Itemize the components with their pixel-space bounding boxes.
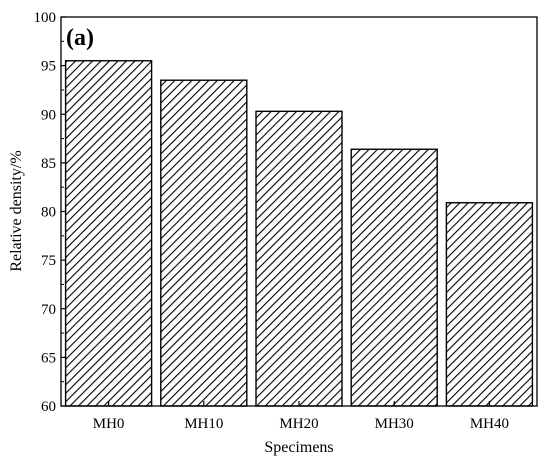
y-tick-label: 90: [41, 107, 56, 123]
panel-label: (a): [66, 25, 94, 51]
x-tick-label-mh30: MH30: [375, 416, 414, 432]
y-tick-label: 65: [41, 350, 56, 366]
bar-mh0: [64, 60, 153, 407]
bar-mh20: [255, 110, 343, 407]
bar-mh10: [160, 79, 248, 407]
y-tick-label: 85: [41, 156, 56, 172]
y-axis-title: Relative density/%: [8, 150, 25, 271]
y-axis: 60 65 70 75 80 85 90 95 100: [34, 10, 66, 415]
y-tick-label: 70: [41, 302, 56, 318]
x-tick-label-mh0: MH0: [93, 416, 125, 432]
x-tick-label-mh10: MH10: [184, 416, 223, 432]
y-tick-label: 95: [41, 59, 56, 75]
bar-mh30: [350, 148, 438, 407]
bars-layer: [64, 60, 534, 407]
x-tick-label-mh40: MH40: [470, 416, 509, 432]
bar-mh40: [445, 202, 534, 407]
x-tick-label-mh20: MH20: [279, 416, 318, 432]
y-tick-label: 80: [41, 205, 56, 221]
y-tick-label: 75: [41, 253, 56, 269]
y-tick-label: 60: [41, 399, 56, 415]
x-axis-title: Specimens: [264, 439, 333, 456]
y-tick-label: 100: [34, 10, 57, 26]
x-axis: MH0 MH10 MH20 MH30 MH40: [93, 401, 509, 432]
